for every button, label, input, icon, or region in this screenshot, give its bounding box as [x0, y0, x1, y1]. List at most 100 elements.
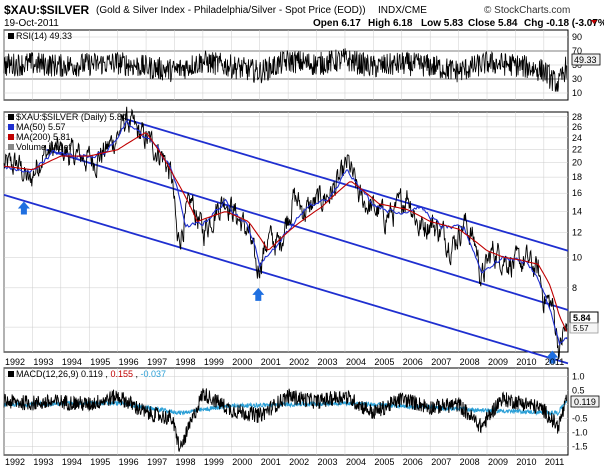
price-tick-label: 24	[572, 133, 582, 143]
year-tick-label: 1995	[90, 357, 110, 367]
year-tick-label: 2010	[516, 357, 536, 367]
year-tick-label: 2000	[232, 357, 252, 367]
up-arrow-icon	[546, 350, 559, 364]
rsi-tick-label: 10	[572, 88, 582, 98]
svg-text:MACD(12,26,9) 0.: MACD(12,26,9) 0.119 , 0.155 , -0.037	[16, 369, 166, 379]
quote-low: Low 5.83	[421, 18, 464, 29]
rsi-series-line	[3, 48, 567, 92]
year-tick-label-bottom: 1994	[62, 457, 82, 467]
year-tick-label-bottom: 1999	[204, 457, 224, 467]
year-tick-label-bottom: 2011	[545, 457, 564, 467]
macd-axis-ticks: 1.00.50.0-0.5-1.0-1.5	[572, 371, 588, 451]
year-tick-label-bottom: 2009	[488, 457, 508, 467]
price-tick-label: 26	[572, 122, 582, 132]
price-tick-label: 16	[572, 188, 582, 198]
close-value-tag-text: 5.84	[573, 313, 591, 323]
watermark: © StockCharts.com	[484, 5, 570, 16]
macd-tick-label: -1.5	[572, 442, 588, 452]
year-tick-label-bottom: 2008	[460, 457, 480, 467]
year-tick-label-bottom: 1996	[119, 457, 139, 467]
legend-label: MA(200) 5.81	[16, 132, 71, 142]
year-tick-label-bottom: 2003	[318, 457, 338, 467]
year-tick-label-bottom: 2005	[374, 457, 394, 467]
chart-description: (Gold & Silver Index - Philadelphia/Silv…	[96, 5, 366, 16]
ma-value-tag	[569, 322, 599, 334]
year-tick-label-bottom: 2001	[261, 457, 281, 467]
macd-tick-label: 0.5	[572, 385, 585, 395]
macd-series-line	[3, 388, 568, 452]
legend-label: $XAU:$SILVER (Daily) 5.84	[16, 112, 127, 122]
price-tick-label: 18	[572, 172, 582, 182]
price-tick-label: 28	[572, 112, 582, 122]
year-tick-label: 1997	[147, 357, 167, 367]
legend-label: Volume undef	[16, 142, 72, 152]
macd-value-tag-text: 0.119	[574, 397, 596, 407]
year-tick-label: 2003	[318, 357, 338, 367]
legend-label: MA(50) 5.57	[16, 122, 66, 132]
rsi-value-tag-text: 49.33	[574, 55, 597, 65]
trend-channel-line-3	[3, 194, 569, 365]
year-tick-label: 2009	[488, 357, 508, 367]
quote-chg: Chg -0.18 (-3.07%)	[524, 18, 604, 29]
year-axis-bottom: 1992 1993 1994 1995 1996 1997 1998 1999 2000 2001…	[5, 457, 564, 467]
price-tick-label: 20	[572, 158, 582, 168]
chg-down-arrow-icon	[591, 20, 597, 24]
rsi-legend: RSI(14) 49.33	[8, 31, 72, 41]
price-grid	[3, 112, 568, 352]
year-tick-label: 1994	[62, 357, 82, 367]
year-tick-label: 1999	[204, 357, 224, 367]
price-value-tags: 5.84 5.57	[569, 311, 599, 334]
year-tick-label: 2007	[431, 357, 451, 367]
year-tick-label-bottom: 2004	[346, 457, 366, 467]
year-axis: 1992 1993 1994 1995 1996 1997 1998 1999 2000 2001…	[5, 357, 564, 367]
macd-legend-macd-value: 0.119	[81, 369, 103, 379]
year-tick-label-bottom: 1997	[147, 457, 167, 467]
macd-legend-signal-value: 0.155	[110, 369, 133, 379]
year-tick-label: 1992	[5, 357, 25, 367]
macd-legend: MACD(12,26,9) 0.119 , 0.155 , -0.037	[8, 369, 166, 379]
year-tick-label: 2002	[289, 357, 309, 367]
rsi-tick-label: 70	[572, 46, 582, 56]
macd-tick-label: -1.0	[572, 428, 588, 438]
ma200-series-line	[3, 132, 568, 332]
up-arrow-icon	[252, 287, 265, 301]
year-tick-label: 1998	[175, 357, 195, 367]
macd-value-tag	[570, 395, 600, 408]
ma50-series-line	[3, 120, 568, 346]
legend-swatch	[8, 124, 14, 130]
quote-close: Close 5.84	[468, 18, 518, 29]
price-tick-label: 10	[572, 252, 582, 262]
rsi-tick-label: 30	[572, 74, 582, 84]
year-tick-label: 1993	[33, 357, 53, 367]
price-tick-label: 8	[572, 283, 577, 293]
year-tick-label-bottom: 2006	[403, 457, 423, 467]
price-tick-label: 14	[572, 206, 582, 216]
ma-value-tag-text: 5.57	[573, 324, 589, 333]
year-tick-label: 2008	[460, 357, 480, 367]
macd-tick-label: 1.0	[572, 371, 585, 381]
legend-swatch	[8, 134, 14, 140]
quote-open: Open 6.17	[313, 18, 361, 29]
year-tick-label-bottom: 1993	[33, 457, 53, 467]
year-tick-label: 2004	[346, 357, 366, 367]
year-tick-label-bottom: 1998	[175, 457, 195, 467]
quote-high: High 6.18	[368, 18, 413, 29]
year-tick-label-bottom: 2000	[232, 457, 252, 467]
macd-legend-hist-value: -0.037	[141, 369, 167, 379]
year-tick-label-bottom: 1995	[90, 457, 110, 467]
rsi-value-tag	[571, 53, 601, 66]
rsi-tick-label: 90	[572, 32, 582, 42]
year-tick-label-bottom: 1992	[5, 457, 25, 467]
legend-swatch	[8, 144, 14, 150]
chart-date: 19-Oct-2011	[4, 18, 59, 29]
chart-symbol: $XAU:$SILVER	[4, 3, 89, 17]
year-tick-label-bottom: 2002	[289, 457, 309, 467]
year-tick-label: 2006	[403, 357, 423, 367]
price-tick-label: 22	[572, 145, 582, 155]
year-tick-label-bottom: 2007	[431, 457, 451, 467]
chart-exchange: INDX/CME	[378, 5, 427, 16]
macd-legend-prefix: MACD(12,26,9)	[16, 369, 79, 379]
